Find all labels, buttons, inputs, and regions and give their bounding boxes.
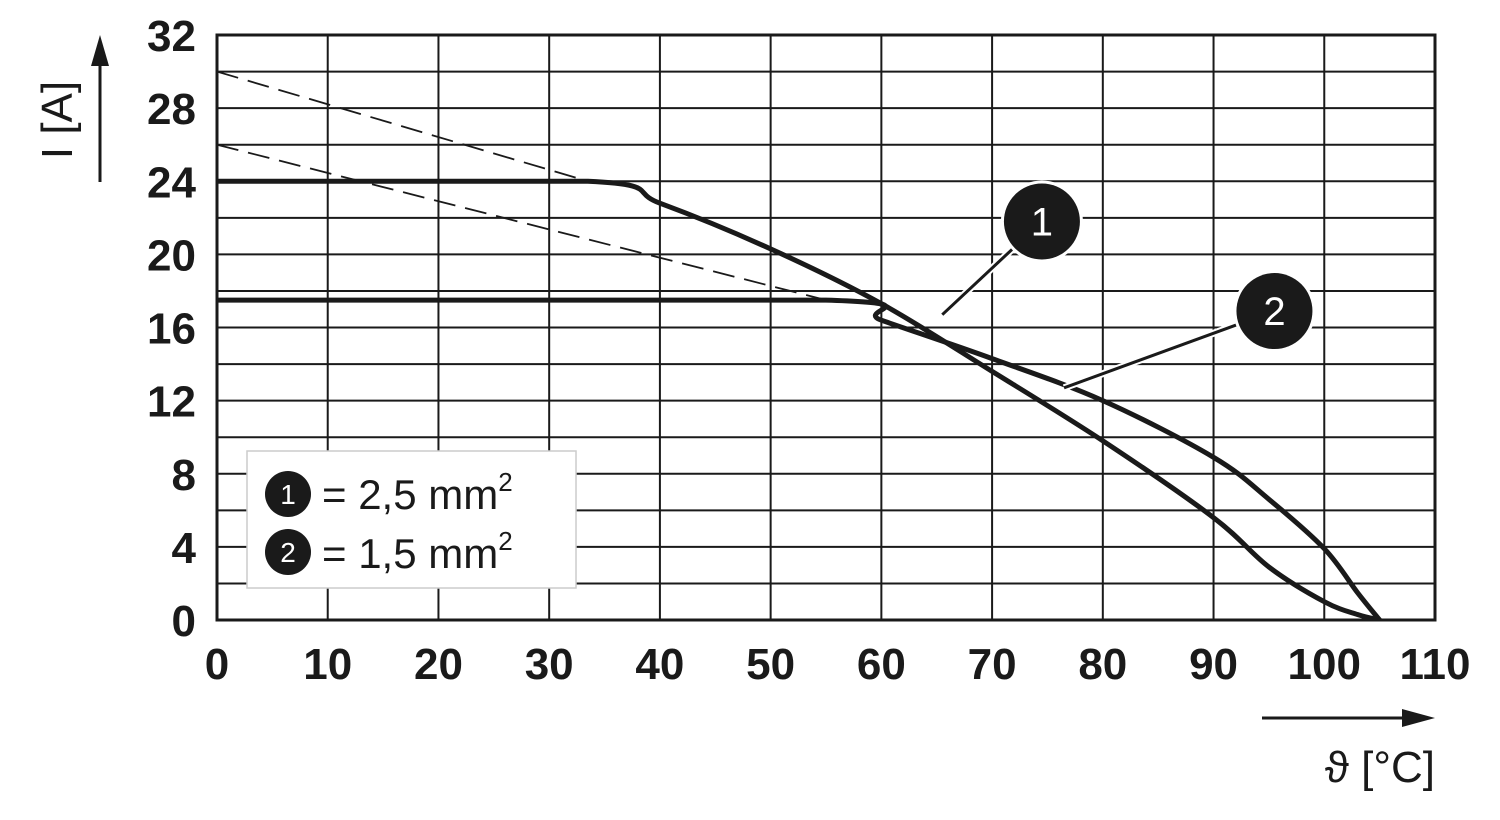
x-tick-label: 100	[1288, 640, 1361, 689]
legend-entry-1: 1 = 2,5 mm2	[265, 467, 513, 518]
annotation-leader-1	[941, 246, 1016, 316]
y-tick-label: 4	[172, 524, 197, 573]
annotation-label-2: 2	[1263, 290, 1285, 334]
y-tick-label: 28	[147, 85, 196, 134]
y-tick-label: 8	[172, 451, 196, 500]
y-tick-label: 24	[147, 158, 196, 207]
x-tick-label: 40	[635, 640, 684, 689]
y-tick-label: 16	[147, 305, 196, 354]
legend: 1 = 2,5 mm2 2 = 1,5 mm2	[246, 450, 577, 589]
x-tick-label: 110	[1400, 640, 1471, 689]
x-tick-label: 20	[414, 640, 463, 689]
y-axis-arrow-head	[91, 35, 109, 66]
x-axis-label: ϑ [°C]	[1325, 743, 1435, 792]
legend-badge-1	[265, 471, 311, 517]
x-tick-label: 0	[205, 640, 229, 689]
legend-text-1: = 2,5 mm2	[322, 467, 513, 518]
y-tick-label: 12	[147, 378, 196, 427]
series-line-2	[217, 297, 1383, 620]
x-axis-arrow-head	[1402, 709, 1435, 727]
x-tick-labels: 0 10 20 30 40 50 60 70 80 90 100 110	[205, 640, 1471, 689]
x-axis-title: ϑ [°C]	[1262, 709, 1435, 792]
annotation-label-1: 1	[1031, 200, 1053, 244]
x-tick-label: 60	[857, 640, 906, 689]
y-tick-label: 0	[172, 597, 196, 646]
extrapolation-line-1	[217, 70, 589, 183]
series-annotations: 12	[939, 180, 1316, 392]
y-axis-label: I [A]	[33, 81, 82, 159]
extrapolation-lines	[217, 70, 827, 301]
legend-entry-2: 2 = 1,5 mm2	[265, 526, 513, 577]
legend-text-2: = 1,5 mm2	[322, 526, 513, 577]
series-line-1	[217, 178, 1383, 620]
x-tick-label: 90	[1189, 640, 1238, 689]
plot-frame	[215, 33, 1437, 622]
y-tick-labels: 0 4 8 12 16 20 24 28 32	[147, 12, 196, 646]
legend-badge-1-label: 1	[280, 479, 296, 510]
y-axis-title: I [A]	[33, 35, 109, 182]
annotation-badge-1	[1003, 183, 1080, 260]
x-tick-label: 30	[525, 640, 574, 689]
x-tick-label: 80	[1078, 640, 1127, 689]
legend-badge-2-label: 2	[280, 537, 296, 568]
x-tick-label: 70	[968, 640, 1017, 689]
y-tick-label: 20	[147, 231, 196, 280]
legend-badge-2	[265, 529, 311, 575]
extrapolation-line-2	[217, 143, 827, 301]
x-tick-label: 50	[746, 640, 795, 689]
x-tick-label: 10	[303, 640, 352, 689]
series-lines	[217, 178, 1383, 620]
annotation-leader-2	[1063, 322, 1240, 390]
annotation-badge-2	[1236, 273, 1313, 350]
y-tick-label: 32	[147, 12, 196, 61]
